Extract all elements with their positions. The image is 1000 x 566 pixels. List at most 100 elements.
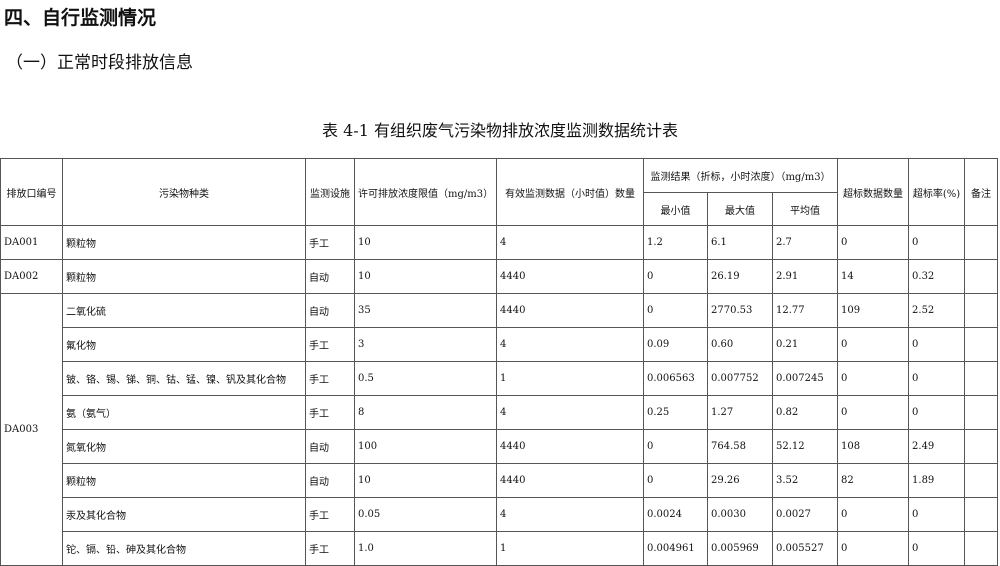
cell-facility: 自动 [305,293,355,328]
cell-max: 26.19 [707,259,773,294]
cell-pollutant: 二氧化硫 [62,293,306,328]
table-row: DA002 颗粒物 自动 10 4440 0 26.19 2.91 14 0.32 [0,259,999,294]
cell-pollutant: 氟化物 [62,327,306,362]
cell-limit: 8 [354,395,497,430]
cell-min: 0 [643,259,708,294]
cell-count: 1 [496,531,644,566]
cell-exceed-count: 82 [837,463,910,498]
section-heading: 四、自行监测情况 [4,7,157,29]
cell-min: 0.09 [643,327,708,362]
cell-count: 4 [496,497,644,532]
cell-pollutant: 氮氧化物 [62,429,306,464]
cell-avg: 0.007245 [771,361,839,396]
cell-facility: 手工 [305,225,355,260]
cell-pollutant: 铍、铬、锡、锑、铜、钴、锰、镍、钒及其化合物 [62,361,306,396]
cell-max: 0.0030 [707,497,773,532]
table-row: 氨（氨气） 手工 8 4 0.25 1.27 0.82 0 0 [1,395,999,430]
cell-avg: 2.7 [771,225,839,260]
cell-facility: 手工 [305,497,355,532]
cell-count: 4 [496,225,644,260]
cell-facility: 手工 [305,531,355,566]
cell-limit: 0.5 [354,361,497,396]
cell-avg: 0.82 [771,395,839,430]
cell-exceed-rate: 1.89 [908,463,966,498]
cell-count: 4440 [496,293,644,328]
cell-pollutant: 铊、镉、铅、砷及其化合物 [62,531,306,566]
cell-count: 4440 [496,259,644,294]
cell-exceed-count: 0 [837,395,910,430]
cell-avg: 0.0027 [771,497,839,532]
cell-note [964,395,999,430]
cell-note [964,361,999,396]
cell-count: 4440 [496,463,644,498]
cell-note [964,225,999,260]
table-row: DA001 颗粒物 手工 10 4 1.2 6.1 2.7 0 0 [0,225,999,260]
cell-count: 4440 [496,429,644,464]
cell-avg: 2.91 [771,259,839,294]
cell-outlet: DA003 [0,293,63,566]
cell-exceed-rate: 2.52 [908,293,966,328]
cell-exceed-rate: 2.49 [908,429,966,464]
table-row: DA003 二氧化硫 自动 35 4440 0 2770.53 12.77 109 2.52 [0,293,999,566]
header-exceed-count: 超标数据数量 [837,158,910,226]
cell-min: 0 [643,429,708,464]
cell-min: 0.0024 [643,497,708,532]
cell-avg: 0.005527 [771,531,839,566]
cell-avg: 0.21 [771,327,839,362]
cell-note [964,531,999,566]
cell-facility: 自动 [305,463,355,498]
subsection-heading: （一）正常时段排放信息 [6,53,193,73]
cell-exceed-count: 0 [837,327,910,362]
cell-exceed-rate: 0 [908,361,966,396]
cell-avg: 52.12 [771,429,839,464]
cell-limit: 100 [354,429,497,464]
cell-exceed-rate: 0 [908,395,966,430]
cell-exceed-rate: 0 [908,225,966,260]
cell-max: 6.1 [707,225,773,260]
cell-min: 0.004961 [643,531,708,566]
table-row: 铊、镉、铅、砷及其化合物 手工 1.0 1 0.004961 0.005969 0.0055… [1,531,999,566]
header-min: 最小值 [643,192,708,226]
cell-max: 0.005969 [707,531,773,566]
table-row: 铍、铬、锡、锑、铜、钴、锰、镍、钒及其化合物 手工 0.5 1 0.006563 0.00… [1,361,999,396]
table-row: 氮氧化物 自动 100 4440 0 764.58 52.12 108 2.49 [1,429,999,464]
cell-facility: 自动 [305,259,355,294]
cell-exceed-count: 0 [837,225,910,260]
cell-limit: 3 [354,327,497,362]
cell-exceed-count: 108 [837,429,910,464]
header-outlet: 排放口编号 [0,158,63,226]
header-count: 有效监测数据（小时值）数量 [496,158,644,226]
cell-limit: 10 [354,463,497,498]
cell-max: 764.58 [707,429,773,464]
header-exceed-rate: 超标率(%) [908,158,966,226]
cell-facility: 自动 [305,429,355,464]
cell-pollutant: 氨（氨气） [62,395,306,430]
cell-facility: 手工 [305,327,355,362]
cell-note [964,463,999,498]
cell-exceed-rate: 0.32 [908,259,966,294]
cell-exceed-rate: 0 [908,531,966,566]
cell-count: 1 [496,361,644,396]
cell-min: 0.006563 [643,361,708,396]
cell-outlet: DA002 [0,259,63,294]
header-limit: 许可排放浓度限值（mg/m3） [354,158,497,226]
cell-max: 1.27 [707,395,773,430]
cell-max: 0.007752 [707,361,773,396]
header-max: 最大值 [707,192,773,226]
header-pollutant: 污染物种类 [62,158,306,226]
cell-exceed-count: 14 [837,259,910,294]
cell-exceed-rate: 0 [908,327,966,362]
cell-note [964,497,999,532]
cell-note [964,259,999,294]
table-row: 颗粒物 自动 10 4440 0 29.26 3.52 82 1.89 [1,463,999,498]
header-facility: 监测设施 [305,158,355,226]
cell-avg: 3.52 [771,463,839,498]
cell-max: 29.26 [707,463,773,498]
cell-limit: 1.0 [354,531,497,566]
header-note: 备注 [964,158,999,226]
cell-outlet: DA001 [0,225,63,260]
cell-avg: 12.77 [771,293,839,328]
cell-pollutant: 颗粒物 [62,463,306,498]
cell-facility: 手工 [305,361,355,396]
cell-exceed-count: 0 [837,531,910,566]
